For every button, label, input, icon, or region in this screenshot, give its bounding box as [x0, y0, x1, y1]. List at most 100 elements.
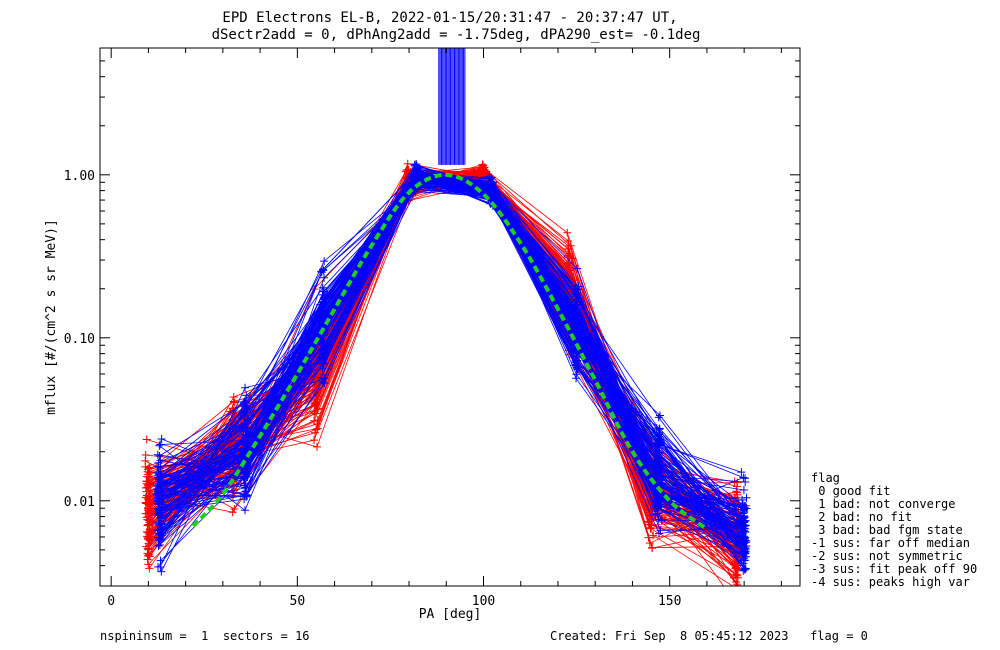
fit-curve — [191, 172, 709, 531]
data-point-marker — [142, 472, 151, 481]
data-point-marker — [319, 338, 328, 347]
data-point-marker — [649, 531, 658, 540]
data-point-marker — [737, 468, 746, 477]
data-point-marker — [742, 493, 751, 502]
data-point-marker — [732, 561, 741, 570]
data-point-marker — [655, 424, 664, 433]
x-tick-label: 100 — [472, 594, 495, 609]
data-point-marker — [740, 533, 749, 542]
data-point-marker — [739, 556, 748, 565]
data-point-marker — [156, 511, 165, 520]
data-point-marker — [319, 331, 328, 340]
data-series-line — [146, 183, 735, 579]
y-axis-label: mflux [#/(cm^2 s sr MeV)] — [44, 219, 59, 415]
axis-layer: 0 50 100 150 0.01 0.10 1.00 — [64, 47, 800, 609]
data-point-marker — [481, 165, 490, 174]
y-tick-label: 0.01 — [64, 495, 95, 510]
footer-left: nspininsum = 1 sectors = 16 — [100, 629, 310, 643]
data-point-marker — [320, 287, 329, 296]
y-tick-label: 1.00 — [64, 169, 95, 184]
data-point-marker — [155, 535, 164, 544]
data-point-marker — [141, 450, 150, 459]
data-point-marker — [143, 467, 152, 476]
data-point-marker — [565, 249, 574, 258]
x-tick-label: 150 — [658, 594, 681, 609]
data-point-marker — [156, 473, 165, 482]
legend-item: 2 bad: no fit — [811, 510, 912, 524]
footer-right: Created: Fri Sep 8 05:45:12 2023 flag = … — [550, 629, 868, 643]
data-point-marker — [320, 257, 329, 266]
y-tick-label: 0.10 — [64, 332, 95, 347]
data-point-marker — [320, 294, 329, 303]
data-point-marker — [574, 282, 583, 291]
data-point-marker — [157, 535, 166, 544]
data-point-marker — [240, 495, 249, 504]
data-point-marker — [656, 526, 665, 535]
data-point-marker — [318, 377, 327, 386]
data-point-marker — [228, 508, 237, 517]
data-point-marker — [312, 425, 321, 434]
data-series-line — [159, 172, 745, 546]
data-point-marker — [738, 495, 747, 504]
legend-item: -1 sus: far off median — [811, 536, 970, 550]
data-point-marker — [157, 567, 166, 576]
data-point-marker — [317, 267, 326, 276]
data-point-marker — [241, 472, 250, 481]
data-series-line — [162, 165, 745, 513]
data-point-marker — [143, 533, 152, 542]
data-point-marker — [154, 462, 163, 471]
data-series-line — [158, 170, 745, 519]
data-point-marker — [240, 506, 249, 515]
data-point-marker — [320, 354, 329, 363]
data-series-line — [160, 187, 746, 554]
data-point-marker — [154, 541, 163, 550]
data-point-marker — [410, 161, 419, 170]
data-point-marker — [644, 517, 653, 526]
data-point-marker — [651, 469, 660, 478]
data-series-line — [162, 176, 745, 537]
data-point-marker — [155, 441, 164, 450]
data-point-marker — [243, 415, 252, 424]
x-axis-label: PA [deg] — [419, 607, 482, 622]
data-point-marker — [242, 491, 251, 500]
data-point-marker — [153, 480, 162, 489]
data-point-marker — [146, 481, 155, 490]
data-point-marker — [239, 473, 248, 482]
data-point-marker — [485, 174, 494, 183]
data-point-marker — [153, 562, 162, 571]
legend-item: 3 bad: bad fgm state — [811, 523, 963, 537]
data-point-marker — [732, 580, 741, 586]
legend-title: flag — [811, 471, 840, 485]
data-point-marker — [158, 500, 167, 509]
data-point-marker — [571, 326, 580, 335]
data-point-marker — [739, 485, 748, 494]
data-point-marker — [157, 434, 166, 443]
data-point-marker — [142, 479, 151, 488]
data-point-marker — [241, 487, 250, 496]
data-point-marker — [142, 513, 151, 522]
data-point-marker — [740, 544, 749, 553]
data-point-marker — [241, 405, 250, 414]
data-point-marker — [319, 294, 328, 303]
data-point-marker — [572, 292, 581, 301]
legend-item: 1 bad: not converge — [811, 497, 956, 511]
data-series-line — [158, 171, 745, 549]
data-point-marker — [155, 452, 164, 461]
data-point-marker — [318, 283, 327, 292]
data-point-marker — [239, 411, 248, 420]
data-point-marker — [156, 556, 165, 565]
data-point-marker — [413, 171, 422, 180]
data-point-marker — [310, 436, 319, 445]
data-point-marker — [229, 397, 238, 406]
data-point-marker — [144, 560, 153, 569]
data-point-marker — [572, 374, 581, 383]
data-point-marker — [145, 552, 154, 561]
data-point-marker — [487, 173, 496, 182]
data-point-marker — [652, 502, 661, 511]
data-point-marker — [573, 264, 582, 273]
data-point-marker — [656, 411, 665, 420]
data-point-marker — [739, 473, 748, 482]
data-point-marker — [564, 251, 573, 260]
data-point-marker — [145, 564, 154, 573]
